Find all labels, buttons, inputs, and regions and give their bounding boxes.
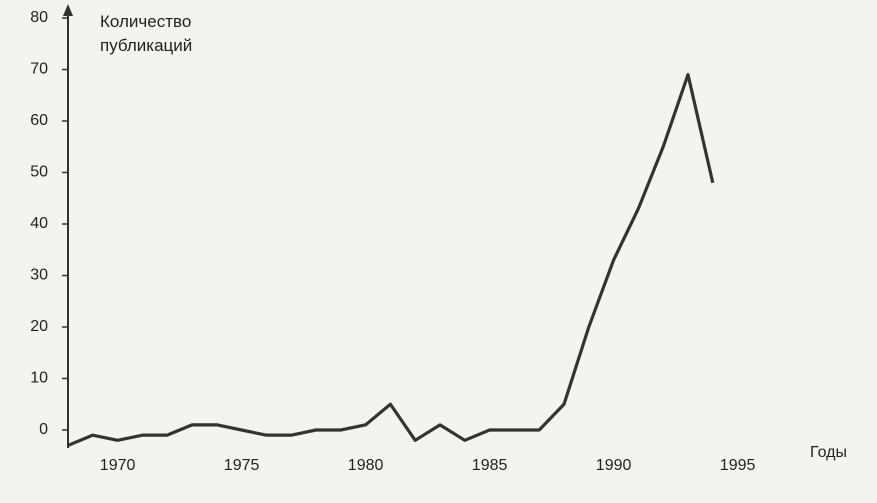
y-tick-label: 20 xyxy=(30,318,48,335)
y-axis-arrow xyxy=(63,4,73,16)
y-tick-label: 0 xyxy=(39,421,48,438)
y-tick-label: 40 xyxy=(30,215,48,232)
y-tick-label: 70 xyxy=(30,61,48,78)
y-tick-label: 60 xyxy=(30,112,48,129)
x-tick-label: 1975 xyxy=(224,457,260,474)
x-tick-label: 1985 xyxy=(472,457,508,474)
x-tick-label: 1990 xyxy=(596,457,632,474)
x-tick-label: 1970 xyxy=(100,457,136,474)
x-tick-label: 1980 xyxy=(348,457,384,474)
y-tick-label: 10 xyxy=(30,370,48,387)
x-tick-label: 1995 xyxy=(720,457,756,474)
x-axis-label: Годы xyxy=(810,444,847,461)
y-tick-label: 80 xyxy=(30,9,48,26)
line xyxy=(67,73,715,447)
y-tick-label: 30 xyxy=(30,267,48,284)
y-tick-label: 50 xyxy=(30,164,48,181)
y-axis-label: Количество публикаций xyxy=(100,12,193,55)
